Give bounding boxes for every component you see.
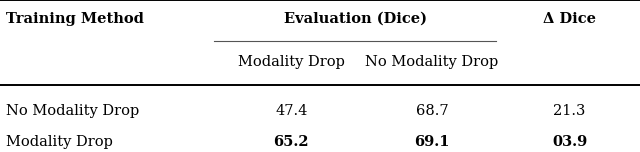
Text: Evaluation (Dice): Evaluation (Dice) [284,12,427,26]
Text: No Modality Drop: No Modality Drop [365,55,499,69]
Text: 68.7: 68.7 [416,104,448,118]
Text: Δ Dice: Δ Dice [543,12,596,26]
Text: Modality Drop: Modality Drop [238,55,344,69]
Text: Training Method: Training Method [6,12,144,26]
Text: 03.9: 03.9 [552,135,588,149]
Text: No Modality Drop: No Modality Drop [6,104,140,118]
Text: 65.2: 65.2 [273,135,309,149]
Text: 69.1: 69.1 [414,135,450,149]
Text: 21.3: 21.3 [554,104,586,118]
Text: Modality Drop: Modality Drop [6,135,113,149]
Text: 47.4: 47.4 [275,104,307,118]
